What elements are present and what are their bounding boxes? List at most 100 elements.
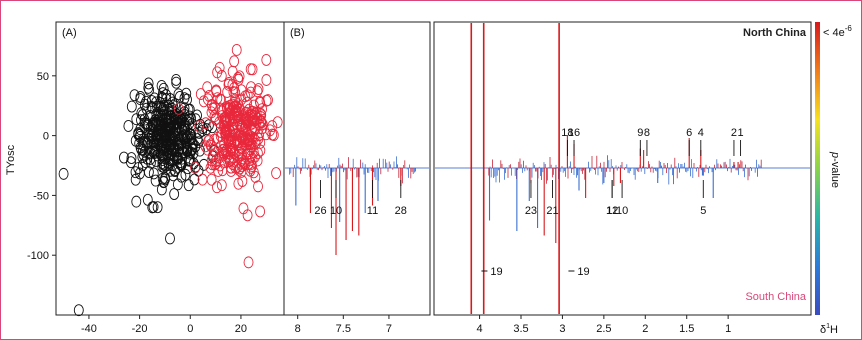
panel-a-label: (A) xyxy=(62,27,77,39)
scatter-point xyxy=(263,94,273,107)
scatter-point xyxy=(210,101,220,114)
scatter-point xyxy=(173,88,184,101)
scatter-point xyxy=(170,109,181,122)
scatter-point xyxy=(247,153,258,165)
scatter-point xyxy=(172,161,183,174)
peak-label: 28 xyxy=(395,205,407,217)
scatter-point xyxy=(143,81,154,94)
scatter-point xyxy=(200,140,211,153)
scatter-point xyxy=(176,170,187,183)
x-tick-label: 2.5 xyxy=(596,323,611,335)
scatter-point xyxy=(178,121,189,134)
scatter-point xyxy=(158,106,169,119)
scatter-point xyxy=(240,90,251,103)
scatter-point xyxy=(146,131,157,143)
scatter-point xyxy=(236,84,247,97)
scatter-point xyxy=(252,85,263,98)
scatter-point xyxy=(265,124,276,137)
peak-label: 12 xyxy=(606,205,618,217)
scatter-point xyxy=(130,166,141,179)
scatter-point xyxy=(163,99,174,112)
x-tick-label: 1 xyxy=(725,323,731,335)
scatter-point xyxy=(181,87,192,100)
peak-label: 19 xyxy=(577,266,589,278)
scatter-point xyxy=(180,168,191,181)
scatter-point xyxy=(126,156,136,169)
x-tick-label: 8 xyxy=(295,323,301,335)
scatter-point xyxy=(206,173,217,186)
scatter-point xyxy=(215,93,226,106)
scatter-point xyxy=(162,116,173,129)
scatter-point xyxy=(152,201,163,214)
peak-label: 10 xyxy=(330,205,342,217)
scatter-point xyxy=(202,81,213,94)
scatter-point xyxy=(179,106,190,119)
panel-b-x-ticks: 8 7.5 7 4 3.5 3 2.5 2 1.5 1 xyxy=(295,315,731,335)
scatter-point xyxy=(255,144,266,157)
peak-label: 6 xyxy=(686,127,692,139)
peak-label: 10 xyxy=(616,205,628,217)
scatter-point xyxy=(246,138,257,151)
scatter-point xyxy=(236,157,247,170)
x-tick-label: -20 xyxy=(132,323,148,335)
peak-label: 21 xyxy=(546,205,558,217)
scatter-point xyxy=(247,63,258,76)
x-tick-label: -40 xyxy=(81,323,97,335)
scatter-point xyxy=(223,77,234,89)
scatter-point xyxy=(246,81,256,94)
scatter-point xyxy=(187,143,198,156)
x-tick-label: 7 xyxy=(386,323,392,335)
colorbar-bar xyxy=(815,22,820,315)
scatter-point xyxy=(211,181,222,194)
scatter-point xyxy=(222,86,233,98)
scatter-point xyxy=(126,152,137,165)
scatter-point xyxy=(243,256,254,269)
scatter-point xyxy=(182,93,192,106)
scatter-point xyxy=(143,166,154,179)
scatter-point xyxy=(236,165,247,178)
panel-a: (A) TYosc -100 -50 0 50 -40 -20 0 20 xyxy=(5,21,285,335)
peak-label: 11 xyxy=(367,205,378,217)
scatter-point xyxy=(123,120,134,132)
scatter-point xyxy=(248,99,259,112)
x-axis-label-suffix: H xyxy=(830,324,838,336)
scatter-point xyxy=(237,133,248,146)
scatter-point xyxy=(142,119,153,132)
scatter-point xyxy=(165,232,175,245)
peak-label: 18 xyxy=(561,127,573,139)
panel-b-frame-aliphatic xyxy=(433,21,812,316)
x-tick-label: 1.5 xyxy=(679,323,694,335)
scatter-point xyxy=(133,127,144,140)
panel-b-label: (B) xyxy=(290,27,305,39)
scatter-point xyxy=(133,162,144,175)
scatter-point xyxy=(242,96,253,109)
peak-label: 5 xyxy=(700,205,706,217)
scatter-point xyxy=(216,179,227,192)
scatter-point xyxy=(271,167,282,180)
scatter-point xyxy=(144,83,155,96)
x-axis-label-prefix: δ xyxy=(820,324,826,336)
peak-label: 19 xyxy=(490,266,502,278)
scatter-point xyxy=(221,124,232,136)
peak-label: 9 xyxy=(637,127,643,139)
scatter-point xyxy=(230,86,241,99)
peak-label: 26 xyxy=(314,205,326,217)
scatter-point xyxy=(202,93,213,106)
scatter-point xyxy=(154,138,165,150)
scatter-point xyxy=(246,157,257,170)
x-axis-label-sup: 1 xyxy=(826,323,830,330)
scatter-point xyxy=(135,91,146,103)
scatter-point xyxy=(207,158,218,171)
colorbar: < 4e-6 p-value xyxy=(815,22,852,315)
scatter-point xyxy=(245,86,256,99)
scatter-point xyxy=(147,123,158,136)
x-tick-label: 7.5 xyxy=(336,323,351,335)
scatter-point xyxy=(159,158,169,171)
scatter-point xyxy=(189,173,200,186)
scatter-point xyxy=(242,116,253,129)
peak-label: 11 xyxy=(606,205,617,217)
scatter-point xyxy=(200,117,211,130)
